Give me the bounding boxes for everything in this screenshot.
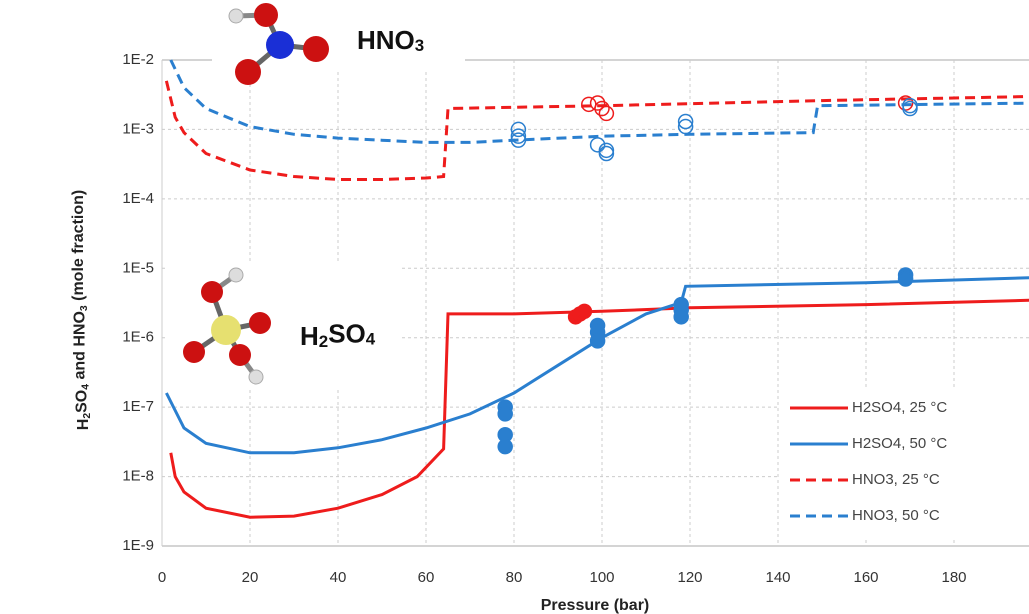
- y-tick-label: 1E-3: [122, 120, 154, 137]
- y-tick-label: 1E-9: [122, 537, 154, 554]
- annotation: HNO3: [357, 25, 424, 56]
- x-tick-label: 20: [242, 569, 259, 586]
- data-point: [577, 304, 591, 318]
- x-axis-title: Pressure (bar): [541, 597, 650, 614]
- data-point: [591, 334, 605, 348]
- data-point: [899, 272, 913, 286]
- data-point: [498, 407, 512, 421]
- y-tick-label: 1E-4: [122, 190, 154, 207]
- x-tick-label: 80: [506, 569, 523, 586]
- x-tick-label: 120: [677, 569, 702, 586]
- x-tick-label: 100: [589, 569, 614, 586]
- page: 1E-9 1E-8 1E-7 1E-6 1E-5 1E-4 1E-3 1E-2 0 20 40 60 8…: [0, 0, 1029, 614]
- x-tick-label: 180: [941, 569, 966, 586]
- x-tick-label: 0: [158, 569, 166, 586]
- legend-label: H2SO4, 50 °C: [852, 435, 947, 452]
- y-tick-label: 1E-2: [122, 51, 154, 68]
- legend-label: HNO3, 50 °C: [852, 507, 940, 524]
- data-point: [674, 310, 688, 324]
- legend-label: HNO3, 25 °C: [852, 471, 940, 488]
- x-tick-label: 60: [418, 569, 435, 586]
- y-tick-label: 1E-8: [122, 468, 154, 485]
- y-tick-label: 1E-6: [122, 329, 154, 346]
- y-tick-label: 1E-5: [122, 259, 154, 276]
- y-tick-label: 1E-7: [122, 398, 154, 415]
- x-tick-label: 40: [330, 569, 347, 586]
- data-point: [498, 440, 512, 454]
- x-tick-label: 140: [765, 569, 790, 586]
- legend-label: H2SO4, 25 °C: [852, 399, 947, 416]
- annotation: H2SO4: [300, 318, 376, 351]
- x-tick-label: 160: [853, 569, 878, 586]
- chart: 1E-9 1E-8 1E-7 1E-6 1E-5 1E-4 1E-3 1E-2 0 20 40 60 8…: [0, 0, 1029, 614]
